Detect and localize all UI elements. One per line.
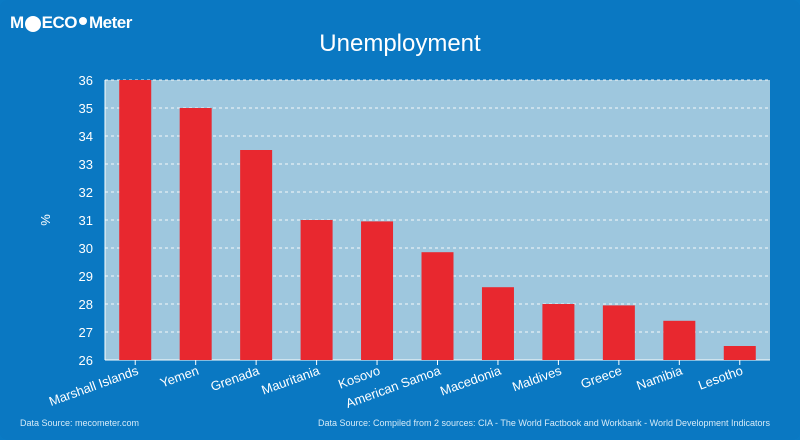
y-tick-label: 28 xyxy=(79,297,93,312)
x-tick-label: Mauritania xyxy=(259,362,322,397)
y-tick-label: 32 xyxy=(79,185,93,200)
logo-text-meter: Meter xyxy=(89,13,132,32)
x-tick-label: Grenada xyxy=(208,362,261,394)
bar xyxy=(240,150,273,360)
bar xyxy=(179,108,212,360)
bar xyxy=(421,252,454,360)
bar xyxy=(481,287,514,360)
x-tick-label: Yemen xyxy=(158,363,201,391)
y-tick-label: 27 xyxy=(79,325,93,340)
y-tick-label: 26 xyxy=(79,353,93,368)
bar xyxy=(602,305,635,360)
y-tick-label: 29 xyxy=(79,269,93,284)
bar xyxy=(119,80,152,360)
globe-icon xyxy=(24,16,41,32)
logo-text-m: M xyxy=(10,13,24,32)
y-axis-label: % xyxy=(38,214,53,226)
bar xyxy=(663,320,696,360)
x-tick-label: Namibia xyxy=(634,362,685,393)
y-tick-label: 35 xyxy=(79,101,93,116)
x-tick-label: Lesotho xyxy=(696,363,745,393)
logo-text-eco: ECO xyxy=(41,13,78,32)
x-tick-label: Marshall Islands xyxy=(47,363,141,409)
bar xyxy=(361,221,394,360)
chart-title: Unemployment xyxy=(319,30,481,57)
bar xyxy=(300,220,333,360)
y-tick-label: 34 xyxy=(79,129,93,144)
bar xyxy=(723,346,756,360)
y-tick-label: 36 xyxy=(79,73,93,88)
x-tick-label: Macedonia xyxy=(438,362,504,398)
globe-icon xyxy=(79,17,88,25)
footer-source-left: Data Source: mecometer.com xyxy=(20,418,140,428)
y-tick-label: 31 xyxy=(79,213,93,228)
footer-source-right: Data Source: Compiled from 2 sources: CI… xyxy=(317,418,770,428)
x-tick-label: Maldives xyxy=(510,363,564,395)
y-tick-label: 33 xyxy=(79,157,93,172)
bar xyxy=(542,304,575,360)
mecometer-logo: M ECO Meter xyxy=(10,9,132,37)
x-tick-label: Greece xyxy=(579,363,624,392)
y-tick-label: 30 xyxy=(79,241,93,256)
